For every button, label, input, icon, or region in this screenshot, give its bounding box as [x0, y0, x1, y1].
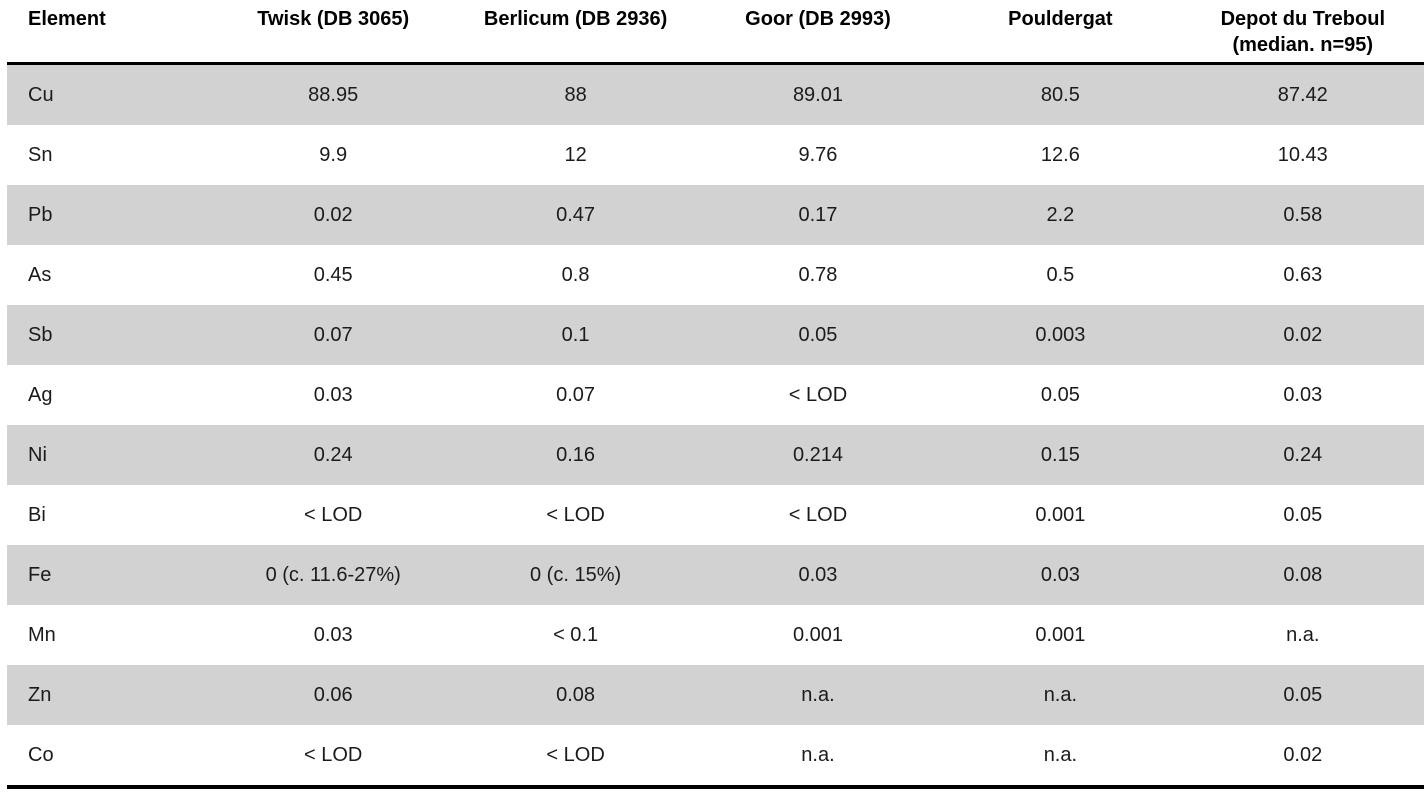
value-cell: 12.6 [1040, 143, 1080, 166]
value-cell: 88.95 [308, 83, 359, 106]
element-cell-cu: Cu [28, 83, 54, 106]
value-cell: < LOD [788, 503, 848, 526]
header-row: Element Twisk (DB 3065) Berlicum (DB 2936)… [7, 0, 1424, 65]
element-cell-zn: Zn [28, 683, 52, 706]
value-cell: 0.17 [798, 203, 838, 226]
table-row-cu: Cu 88.95 88 89.01 80.5 87.42 [7, 63, 1424, 125]
column-header-depot-du-treboul-median-n-95: Depot du Treboul (median. n=95) [1181, 0, 1424, 65]
value-cell: 0.001 [1035, 623, 1086, 646]
value-cell: 87.42 [1277, 83, 1328, 106]
value-cell: 88 [564, 83, 587, 106]
element-cell-fe: Fe [28, 563, 52, 586]
value-cell: 0.02 [313, 203, 353, 226]
value-cell: 0 (c. 15%) [530, 563, 622, 586]
column-header-element: Element [7, 0, 212, 65]
element-cell-as: As [28, 263, 52, 286]
value-cell: 0.24 [1283, 443, 1323, 466]
element-cell-pb: Pb [28, 203, 53, 226]
table-header: Element Twisk (DB 3065) Berlicum (DB 2936)… [7, 0, 1424, 65]
value-cell: n.a. [801, 743, 835, 766]
value-cell: n.a. [1286, 623, 1320, 646]
element-cell-co: Co [28, 743, 54, 766]
column-header-pouldergat: Pouldergat [939, 0, 1182, 65]
value-cell: 0.05 [1283, 503, 1323, 526]
value-cell: n.a. [1043, 743, 1078, 766]
element-cell-sn: Sn [28, 143, 53, 166]
table-row-sb: Sb 0.07 0.1 0.05 0.003 0.02 [7, 305, 1424, 365]
value-cell: 0.05 [798, 323, 838, 346]
value-cell: 0.1 [561, 323, 590, 346]
table-row-ni: Ni 0.24 0.16 0.214 0.15 0.24 [7, 425, 1424, 485]
element-cell-bi: Bi [28, 503, 46, 526]
value-cell: < LOD [304, 743, 363, 766]
table-row-bi: Bi < LOD < LOD < LOD 0.001 0.05 [7, 485, 1424, 545]
value-cell: 0.03 [313, 623, 353, 646]
column-header-berlicum-db-2936: Berlicum (DB 2936) [454, 0, 697, 65]
table-row-fe: Fe 0 (c. 11.6-27%) 0 (c. 15%) 0.03 0.03 0.08 [7, 545, 1424, 605]
table-row-ag: Ag 0.03 0.07 < LOD 0.05 0.03 [7, 365, 1424, 425]
table-row-mn: Mn 0.03 < 0.1 0.001 0.001 n.a. [7, 605, 1424, 665]
table-body: Cu 88.95 88 89.01 80.5 87.42 Sn 9.9 12 9.76 12.6 10… [7, 63, 1424, 788]
value-cell: 0.03 [1283, 383, 1323, 406]
value-cell: 0.05 [1040, 383, 1080, 406]
value-cell: 80.5 [1040, 83, 1080, 106]
value-cell: 2.2 [1046, 203, 1075, 226]
value-cell: n.a. [1043, 683, 1078, 706]
value-cell: 0.8 [561, 263, 590, 286]
table-row-co: Co < LOD < LOD n.a. n.a. 0.02 [7, 725, 1424, 787]
element-composition-table: Element Twisk (DB 3065) Berlicum (DB 2936)… [7, 0, 1424, 789]
value-cell: 0.001 [792, 623, 843, 646]
value-cell: < LOD [546, 743, 605, 766]
value-cell: 0.02 [1283, 743, 1323, 766]
value-cell: 0.03 [313, 383, 353, 406]
value-cell: 0.63 [1283, 263, 1323, 286]
value-cell: 9.9 [319, 143, 348, 166]
value-cell: 0.47 [556, 203, 596, 226]
element-cell-ag: Ag [28, 383, 53, 406]
value-cell: 9.76 [798, 143, 838, 166]
table-row-zn: Zn 0.06 0.08 n.a. n.a. 0.05 [7, 665, 1424, 725]
table-row-as: As 0.45 0.8 0.78 0.5 0.63 [7, 245, 1424, 305]
value-cell: 0.03 [798, 563, 838, 586]
value-cell: 0.001 [1035, 503, 1086, 526]
value-cell: < LOD [546, 503, 605, 526]
value-cell: 0.02 [1283, 323, 1323, 346]
value-cell: 0.214 [792, 443, 843, 466]
value-cell: n.a. [801, 683, 835, 706]
value-cell: 0.08 [556, 683, 596, 706]
value-cell: 0.03 [1040, 563, 1080, 586]
value-cell: 0 (c. 11.6-27%) [265, 563, 401, 586]
value-cell: 0.15 [1040, 443, 1080, 466]
element-cell-mn: Mn [28, 623, 56, 646]
value-cell: 0.5 [1046, 263, 1075, 286]
value-cell: 0.07 [556, 383, 596, 406]
value-cell: 0.58 [1283, 203, 1323, 226]
value-cell: 0.78 [798, 263, 838, 286]
value-cell: 12 [564, 143, 587, 166]
value-cell: 0.24 [313, 443, 353, 466]
element-cell-ni: Ni [28, 443, 47, 466]
table-row-pb: Pb 0.02 0.47 0.17 2.2 0.58 [7, 185, 1424, 245]
table-row-sn: Sn 9.9 12 9.76 12.6 10.43 [7, 125, 1424, 185]
value-cell: 0.05 [1283, 683, 1323, 706]
value-cell: 0.45 [313, 263, 353, 286]
value-cell: 0.07 [313, 323, 353, 346]
column-header-twisk-db-3065: Twisk (DB 3065) [212, 0, 455, 65]
value-cell: 0.08 [1283, 563, 1323, 586]
column-header-goor-db-2993: Goor (DB 2993) [696, 0, 940, 65]
value-cell: 0.003 [1035, 323, 1086, 346]
value-cell: 0.06 [313, 683, 353, 706]
value-cell: 0.16 [556, 443, 596, 466]
value-cell: < LOD [304, 503, 363, 526]
element-cell-sb: Sb [28, 323, 53, 346]
value-cell: 89.01 [792, 83, 843, 106]
value-cell: < 0.1 [553, 623, 599, 646]
value-cell: 10.43 [1277, 143, 1328, 166]
value-cell: < LOD [788, 383, 848, 406]
